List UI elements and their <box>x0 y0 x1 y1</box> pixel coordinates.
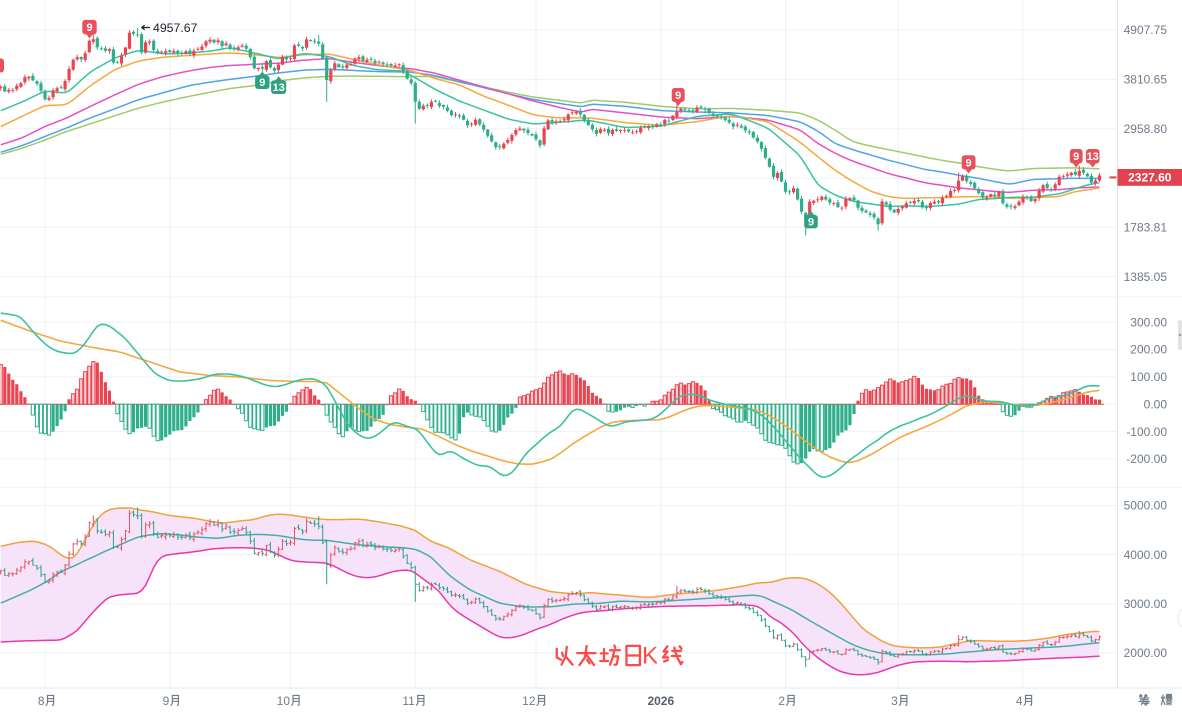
svg-text:11: 11 <box>402 694 415 708</box>
svg-text:10: 10 <box>277 694 291 708</box>
svg-text:-200.00: -200.00 <box>1126 452 1167 466</box>
svg-text:5000.00: 5000.00 <box>1124 499 1168 513</box>
svg-text:2958.80: 2958.80 <box>1124 122 1168 136</box>
svg-text:9: 9 <box>675 90 681 102</box>
svg-text:-100.00: -100.00 <box>1126 425 1167 439</box>
svg-text:13: 13 <box>1087 151 1099 163</box>
svg-text:100.00: 100.00 <box>1130 370 1167 384</box>
svg-text:9: 9 <box>86 22 92 34</box>
svg-text:2026: 2026 <box>647 694 674 708</box>
svg-text:3: 3 <box>891 694 898 708</box>
svg-text:K: K <box>642 643 658 670</box>
svg-text:13: 13 <box>273 82 285 94</box>
svg-text:9: 9 <box>259 77 265 89</box>
svg-text:2000.00: 2000.00 <box>1124 646 1168 660</box>
svg-text:4: 4 <box>1016 694 1023 708</box>
svg-text:4000.00: 4000.00 <box>1124 548 1168 562</box>
svg-text:2327.60: 2327.60 <box>1128 171 1172 185</box>
svg-text:9: 9 <box>808 217 814 229</box>
svg-text:3810.65: 3810.65 <box>1124 73 1168 87</box>
svg-text:1783.81: 1783.81 <box>1124 221 1168 235</box>
svg-text:4907.75: 4907.75 <box>1124 23 1168 37</box>
svg-text:1385.05: 1385.05 <box>1124 270 1168 284</box>
svg-text:300.00: 300.00 <box>1130 315 1167 329</box>
svg-text:2: 2 <box>778 694 785 708</box>
svg-text:9: 9 <box>163 694 170 708</box>
svg-text:9: 9 <box>966 157 972 169</box>
svg-text:4957.67: 4957.67 <box>153 21 198 35</box>
svg-text:0.00: 0.00 <box>1144 398 1168 412</box>
svg-text:3000.00: 3000.00 <box>1124 597 1168 611</box>
svg-text:8: 8 <box>38 694 45 708</box>
svg-text:9: 9 <box>1073 151 1079 163</box>
svg-text:200.00: 200.00 <box>1130 343 1167 357</box>
svg-text:12: 12 <box>522 694 536 708</box>
